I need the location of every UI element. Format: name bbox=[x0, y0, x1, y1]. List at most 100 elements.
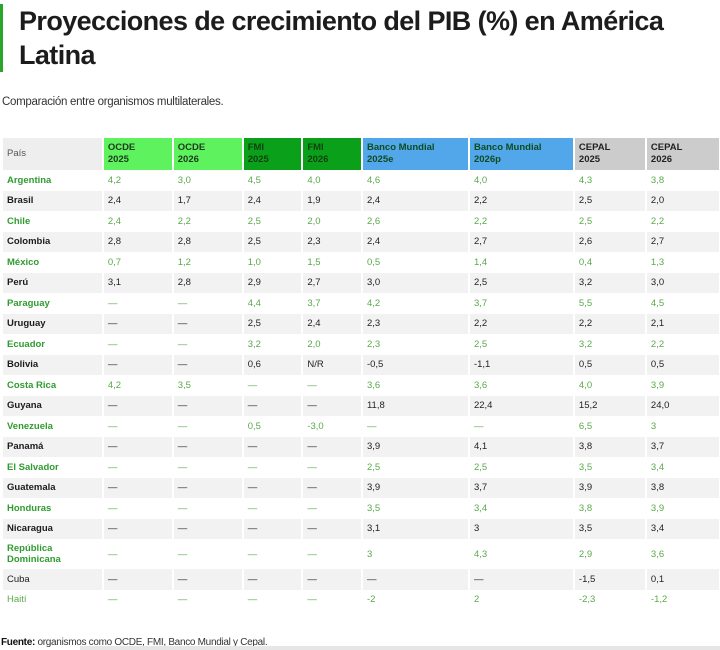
value-cell: 4,6 bbox=[362, 170, 468, 191]
value-cell: 1,5 bbox=[303, 252, 361, 273]
country-cell: Ecuador bbox=[3, 334, 102, 355]
value-cell: 4,5 bbox=[243, 170, 302, 191]
country-cell: Guatemala bbox=[3, 477, 102, 498]
value-cell: — bbox=[103, 518, 172, 539]
value-cell: — bbox=[243, 518, 302, 539]
value-cell: 3,8 bbox=[646, 170, 719, 191]
header-fmi-2025: FMI 2025 bbox=[243, 138, 302, 170]
value-cell: 2,2 bbox=[574, 313, 645, 334]
page-title: Proyecciones de crecimiento del PIB (%) … bbox=[19, 6, 664, 70]
header-fmi-2026: FMI 2026 bbox=[303, 138, 361, 170]
value-cell: 0,1 bbox=[646, 569, 719, 590]
value-cell: 4,2 bbox=[362, 293, 468, 314]
value-cell: 22,4 bbox=[469, 395, 573, 416]
value-cell: 3,2 bbox=[574, 334, 645, 355]
value-cell: -2,3 bbox=[574, 589, 645, 610]
value-cell: — bbox=[173, 498, 242, 519]
value-cell: — bbox=[243, 569, 302, 590]
value-cell: 1,2 bbox=[173, 252, 242, 273]
value-cell: — bbox=[173, 313, 242, 334]
value-cell: 3,8 bbox=[646, 477, 719, 498]
value-cell: — bbox=[469, 569, 573, 590]
value-cell: 1,4 bbox=[469, 252, 573, 273]
value-cell: 2,8 bbox=[173, 272, 242, 293]
country-cell: Guyana bbox=[3, 395, 102, 416]
table-row: Colombia 2,8 2,8 2,5 2,3 2,4 2,7 2,6 2,7 bbox=[3, 231, 719, 252]
value-cell: 3,6 bbox=[469, 375, 573, 396]
value-cell: 3,0 bbox=[646, 272, 719, 293]
table-row: República Dominicana — — — —3 4,3 2,9 3,6 bbox=[3, 539, 719, 569]
value-cell: — bbox=[173, 518, 242, 539]
value-cell: 2,5 bbox=[243, 231, 302, 252]
value-cell: 3,4 bbox=[469, 498, 573, 519]
value-cell: 2,4 bbox=[103, 211, 172, 232]
table-row: Honduras — — — —3,5 3,4 3,8 3,9 bbox=[3, 498, 719, 519]
value-cell: N/R bbox=[303, 354, 361, 375]
table-row: Nicaragua — — — —3,1 3 3,5 3,4 bbox=[3, 518, 719, 539]
value-cell: 1,3 bbox=[646, 252, 719, 273]
value-cell: 2,2 bbox=[173, 211, 242, 232]
value-cell: — bbox=[103, 293, 172, 314]
value-cell: — bbox=[103, 477, 172, 498]
value-cell: 2,2 bbox=[646, 334, 719, 355]
country-cell: Cuba bbox=[3, 569, 102, 590]
value-cell: — bbox=[103, 416, 172, 437]
value-cell: 2,4 bbox=[362, 231, 468, 252]
source-text: organismos como OCDE, FMI, Banco Mundial… bbox=[35, 637, 268, 648]
country-cell: Colombia bbox=[3, 231, 102, 252]
value-cell: -2 bbox=[362, 589, 468, 610]
value-cell: 2,0 bbox=[303, 211, 361, 232]
value-cell: 3,7 bbox=[303, 293, 361, 314]
header-bm-2026p: Banco Mundial 2026p bbox=[469, 138, 573, 170]
table-row: Chile 2,4 2,2 2,5 2,0 2,6 2,2 2,5 2,2 bbox=[3, 211, 719, 232]
value-cell: 3,6 bbox=[362, 375, 468, 396]
value-cell: 3,6 bbox=[646, 539, 719, 569]
value-cell: 6,5 bbox=[574, 416, 645, 437]
source-note: Fuente: organismos como OCDE, FMI, Banco… bbox=[1, 637, 268, 648]
value-cell: 3,8 bbox=[574, 498, 645, 519]
table-row: Brasil 2,4 1,7 2,4 1,9 2,4 2,2 2,5 2,0 bbox=[3, 190, 719, 211]
value-cell: — bbox=[303, 589, 361, 610]
value-cell: 2,9 bbox=[243, 272, 302, 293]
value-cell: — bbox=[173, 354, 242, 375]
value-cell: 0,5 bbox=[646, 354, 719, 375]
value-cell: 3 bbox=[646, 416, 719, 437]
value-cell: 4,3 bbox=[469, 539, 573, 569]
value-cell: 3,9 bbox=[362, 477, 468, 498]
value-cell: 2,9 bbox=[574, 539, 645, 569]
gdp-projections-table: País OCDE 2025 OCDE 2026 FMI 2025 FMI 2026 B… bbox=[1, 138, 720, 610]
value-cell: 3,9 bbox=[574, 477, 645, 498]
country-cell: El Salvador bbox=[3, 457, 102, 478]
horizontal-scrollbar[interactable] bbox=[80, 646, 720, 650]
value-cell: — bbox=[303, 436, 361, 457]
value-cell: 2,4 bbox=[362, 190, 468, 211]
value-cell: — bbox=[173, 539, 242, 569]
value-cell: 2,0 bbox=[303, 334, 361, 355]
value-cell: 3,7 bbox=[469, 477, 573, 498]
value-cell: 4,0 bbox=[303, 170, 361, 191]
header-cepal-2026: CEPAL 2026 bbox=[646, 138, 719, 170]
country-cell: Haití bbox=[3, 589, 102, 610]
table-row: México 0,7 1,2 1,0 1,5 0,5 1,4 0,4 1,3 bbox=[3, 252, 719, 273]
table-row: Costa Rica 4,2 3,5— —3,6 3,6 4,0 3,9 bbox=[3, 375, 719, 396]
value-cell: — bbox=[103, 569, 172, 590]
value-cell: 2,5 bbox=[362, 457, 468, 478]
table-row: Panamá — — — —3,9 4,1 3,8 3,7 bbox=[3, 436, 719, 457]
value-cell: 2,7 bbox=[646, 231, 719, 252]
value-cell: 4,0 bbox=[469, 170, 573, 191]
value-cell: — bbox=[243, 457, 302, 478]
value-cell: 2,5 bbox=[469, 272, 573, 293]
header-cepal-2025: CEPAL 2025 bbox=[574, 138, 645, 170]
value-cell: 2,5 bbox=[469, 334, 573, 355]
value-cell: — bbox=[173, 569, 242, 590]
value-cell: 2,8 bbox=[173, 231, 242, 252]
country-cell: República Dominicana bbox=[3, 539, 102, 569]
value-cell: 15,2 bbox=[574, 395, 645, 416]
value-cell: 3,2 bbox=[243, 334, 302, 355]
value-cell: — bbox=[303, 477, 361, 498]
value-cell: 3,0 bbox=[362, 272, 468, 293]
country-cell: Panamá bbox=[3, 436, 102, 457]
value-cell: — bbox=[303, 518, 361, 539]
value-cell: — bbox=[303, 569, 361, 590]
country-cell: Perú bbox=[3, 272, 102, 293]
